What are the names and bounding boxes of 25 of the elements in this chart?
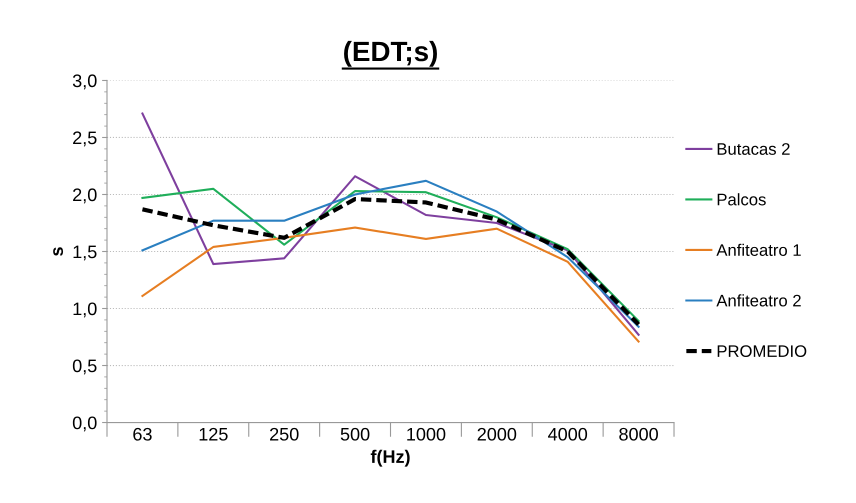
y-tick-label: 2,0 bbox=[73, 188, 97, 204]
legend-label: Butacas 2 bbox=[718, 143, 790, 155]
legend-label: PROMEDIO bbox=[718, 345, 806, 358]
line-series bbox=[141, 112, 640, 336]
x-tick-label: 250 bbox=[270, 428, 299, 441]
legend-label: Palcos bbox=[718, 193, 766, 206]
x-tick-label: 125 bbox=[200, 428, 228, 441]
line-series bbox=[141, 226, 640, 343]
chart-title: (EDT;s) bbox=[344, 40, 437, 67]
y-tick-label: 1,5 bbox=[74, 246, 97, 260]
x-tick-label: 500 bbox=[340, 428, 370, 441]
x-axis-title: f(Hz) bbox=[370, 450, 410, 467]
x-tick-label: 1000 bbox=[407, 428, 446, 441]
y-tick-label: 0,5 bbox=[72, 359, 97, 374]
y-tick-label: 2,5 bbox=[73, 131, 97, 146]
x-tick-label: 8000 bbox=[619, 428, 658, 441]
y-axis-title: s bbox=[53, 247, 64, 256]
y-tick-label: 0,0 bbox=[72, 416, 97, 432]
y-tick-label: 3,0 bbox=[72, 74, 97, 90]
legend-label: Anfiteatro 1 bbox=[716, 244, 801, 256]
y-tick-label: 1,0 bbox=[74, 302, 97, 318]
x-tick-label: 4000 bbox=[548, 428, 588, 441]
x-tick-label: 63 bbox=[133, 428, 152, 441]
legend-label: Anfiteatro 2 bbox=[716, 294, 801, 307]
x-tick-label: 2000 bbox=[478, 428, 516, 441]
